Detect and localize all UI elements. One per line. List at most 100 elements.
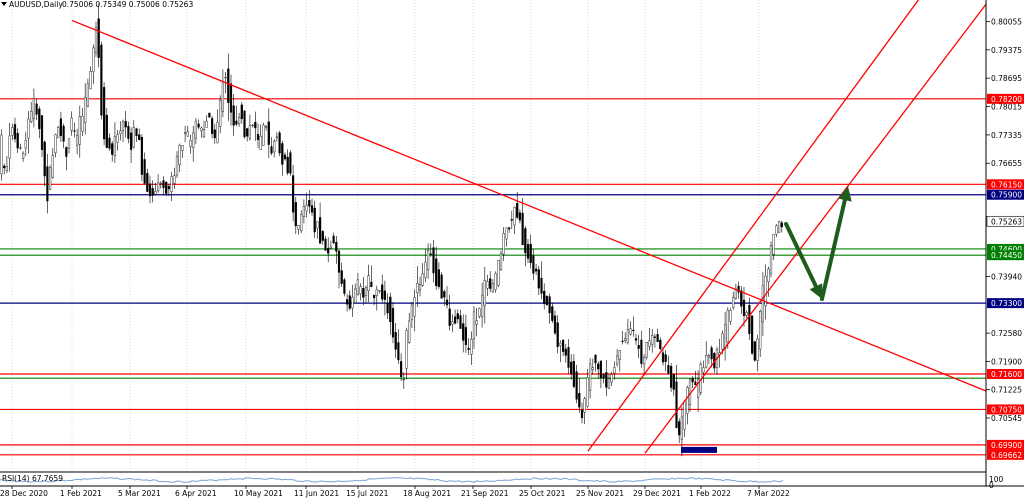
- candle-body: [529, 243, 532, 264]
- x-tick-label: 29 Dec 2021: [633, 489, 681, 498]
- candle-body: [726, 309, 729, 343]
- candle-body: [710, 347, 713, 360]
- candle-body: [418, 284, 422, 291]
- candle-body: [756, 338, 759, 361]
- candle-body: [624, 338, 627, 341]
- candle-body: [92, 47, 95, 72]
- candle-body: [432, 247, 435, 274]
- candle-body: [429, 253, 432, 255]
- candle-body: [346, 299, 349, 305]
- trendline[interactable]: [644, 3, 987, 454]
- arrow-shaft[interactable]: [784, 221, 818, 289]
- y-tick-label: 0.73940: [991, 272, 1022, 281]
- candle-body: [281, 143, 284, 165]
- rsi-scale-bottom: 0: [989, 481, 994, 490]
- low-marker-box: [681, 446, 717, 453]
- level-label-box: [987, 243, 1024, 254]
- candle-body: [0, 134, 3, 175]
- candle-body: [559, 342, 562, 346]
- candle-body: [129, 132, 133, 150]
- y-tick-label: 0.76655: [991, 159, 1022, 168]
- x-tick-label: 11 Jun 2021: [294, 489, 339, 498]
- x-tick-label: 1 Feb 2021: [60, 489, 102, 498]
- candle-body: [16, 133, 19, 149]
- arrow-head[interactable]: [809, 283, 823, 299]
- candle-body: [769, 244, 773, 275]
- candle-body: [705, 355, 708, 368]
- trendline[interactable]: [587, 0, 919, 452]
- candle-body: [483, 280, 486, 306]
- candle-body: [443, 291, 446, 298]
- candle-body: [248, 125, 251, 139]
- candle-body: [5, 166, 8, 171]
- low-marker: [681, 446, 717, 453]
- candle-body: [86, 83, 89, 107]
- candle-body: [111, 143, 114, 155]
- candle-body: [707, 355, 710, 358]
- candle-body: [427, 250, 430, 270]
- level-label-box: [987, 298, 1024, 309]
- candle-body: [491, 283, 494, 293]
- candle-body: [208, 112, 211, 118]
- candle-body: [189, 140, 192, 147]
- candle-body: [724, 324, 727, 349]
- candle-body: [70, 117, 73, 131]
- candle-body: [605, 372, 608, 388]
- candle-body: [97, 18, 100, 58]
- candle-body: [772, 234, 775, 255]
- candle-body: [745, 312, 748, 316]
- candle-body: [478, 308, 481, 317]
- candle-body: [94, 27, 98, 54]
- x-tick-label: 18 Aug 2021: [403, 489, 451, 498]
- candle-body: [475, 320, 478, 325]
- candle-body: [127, 126, 130, 139]
- candle-body: [8, 135, 11, 159]
- ohlc-values: 0.75006 0.75349 0.75006 0.75263: [62, 0, 193, 9]
- candle-body: [767, 268, 770, 282]
- candle-body: [578, 393, 581, 408]
- level-label: 0.69900: [991, 441, 1022, 450]
- candle-body: [332, 235, 335, 244]
- candle-body: [424, 261, 427, 278]
- candle-body: [40, 115, 44, 150]
- candle-body: [753, 341, 756, 361]
- candle-body: [540, 278, 543, 294]
- candle-body: [470, 338, 473, 355]
- candle-body: [386, 302, 389, 314]
- arrow-head[interactable]: [838, 186, 852, 202]
- chevron-down-icon[interactable]: [1, 2, 7, 6]
- candle-body: [567, 347, 570, 368]
- candle-body: [84, 97, 87, 123]
- candle-body: [205, 120, 208, 128]
- candle-body: [451, 321, 454, 325]
- candle-body: [337, 250, 341, 273]
- candle-body: [108, 137, 111, 149]
- direction-arrows[interactable]: [784, 186, 852, 301]
- y-tick-label: 0.78015: [991, 103, 1022, 112]
- candle-body: [89, 71, 92, 90]
- candle-body: [651, 335, 654, 345]
- candle-body: [62, 125, 65, 142]
- candle-body: [119, 130, 122, 135]
- rsi-scale-top: 100: [989, 475, 1004, 484]
- level-label: 0.78200: [991, 95, 1022, 104]
- candle-body: [437, 269, 440, 287]
- candle-body: [138, 134, 141, 140]
- candle-body: [764, 275, 767, 306]
- candle-body: [683, 400, 686, 430]
- level-label: 0.74600: [991, 245, 1022, 254]
- arrow-shaft[interactable]: [820, 198, 847, 301]
- x-tick-label: 1 Feb 2022: [689, 489, 731, 498]
- candle-body: [310, 205, 314, 213]
- candle-body: [589, 363, 592, 391]
- level-label: 0.69662: [991, 451, 1022, 460]
- candle-body: [100, 44, 103, 116]
- candle-body: [656, 334, 659, 342]
- level-label-box: [987, 439, 1024, 450]
- candle-body: [229, 83, 233, 113]
- trendline[interactable]: [71, 19, 987, 392]
- trendlines[interactable]: [71, 0, 987, 454]
- candle-body: [30, 111, 33, 122]
- candle-body: [459, 315, 462, 329]
